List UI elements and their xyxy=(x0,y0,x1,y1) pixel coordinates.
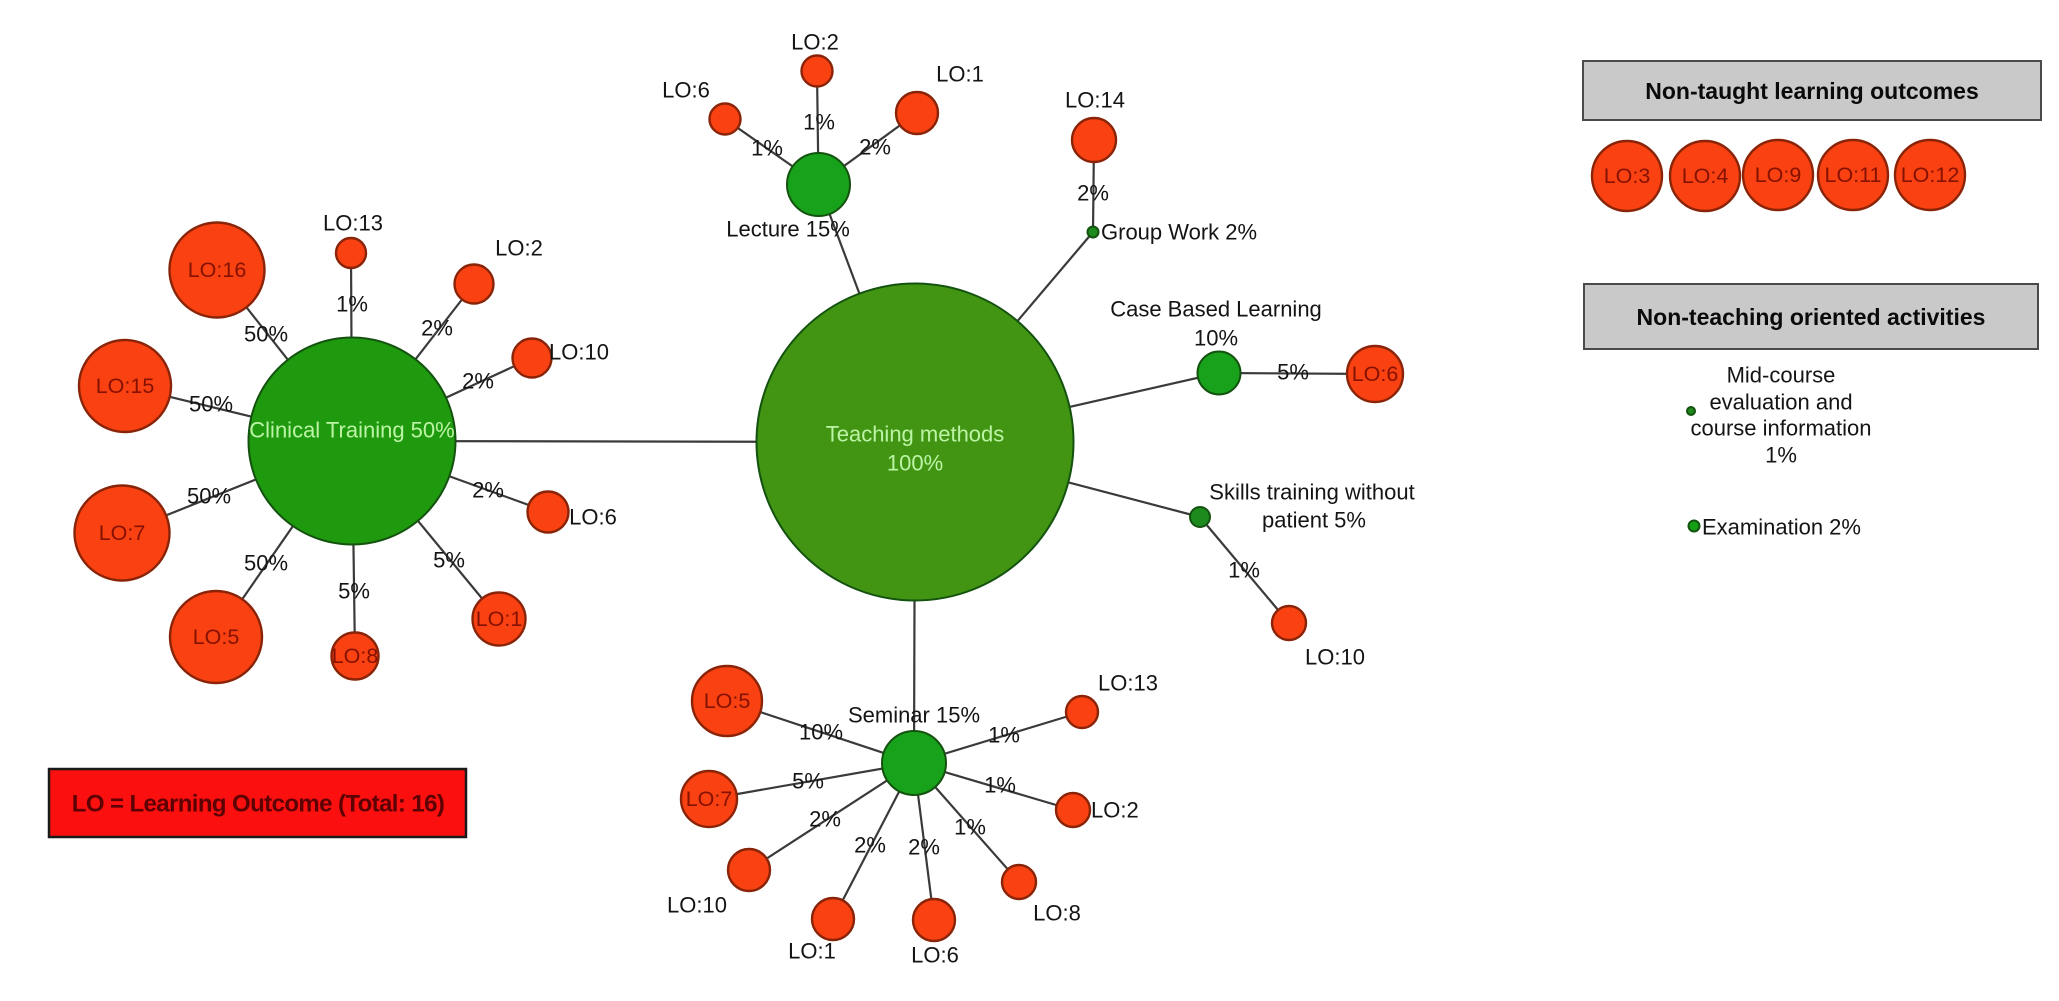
svg-text:LO:14: LO:14 xyxy=(1065,88,1125,113)
svg-text:LO:5: LO:5 xyxy=(704,689,751,713)
svg-text:2%: 2% xyxy=(421,316,453,341)
svg-text:1%: 1% xyxy=(1765,443,1797,468)
svg-text:2%: 2% xyxy=(472,478,504,503)
svg-text:LO:9: LO:9 xyxy=(1755,163,1802,187)
svg-text:LO:2: LO:2 xyxy=(791,30,839,55)
svg-text:2%: 2% xyxy=(809,807,841,832)
svg-text:LO = Learning Outcome (Total:: LO = Learning Outcome (Total: 16) xyxy=(72,791,444,818)
svg-text:LO:10: LO:10 xyxy=(1305,645,1365,670)
svg-text:LO:7: LO:7 xyxy=(99,521,146,545)
svg-text:50%: 50% xyxy=(244,551,288,576)
svg-text:evaluation and: evaluation and xyxy=(1709,390,1852,415)
svg-text:LO:6: LO:6 xyxy=(911,943,959,968)
svg-text:LO:10: LO:10 xyxy=(549,340,609,365)
svg-text:LO:6: LO:6 xyxy=(1352,362,1399,386)
svg-text:5%: 5% xyxy=(1277,360,1309,385)
svg-text:LO:16: LO:16 xyxy=(188,258,247,282)
svg-text:1%: 1% xyxy=(751,136,783,161)
svg-text:1%: 1% xyxy=(1228,558,1260,583)
svg-text:LO:7: LO:7 xyxy=(686,787,733,811)
svg-text:50%: 50% xyxy=(244,322,288,347)
svg-text:2%: 2% xyxy=(859,135,891,160)
svg-text:LO:13: LO:13 xyxy=(323,211,383,236)
svg-text:2%: 2% xyxy=(854,833,886,858)
svg-text:1%: 1% xyxy=(803,110,835,135)
svg-text:50%: 50% xyxy=(189,392,233,417)
svg-text:Clinical Training 50%: Clinical Training 50% xyxy=(249,418,454,443)
svg-text:10%: 10% xyxy=(799,720,843,745)
svg-text:5%: 5% xyxy=(338,579,370,604)
svg-text:100%: 100% xyxy=(887,451,943,476)
svg-text:LO:4: LO:4 xyxy=(1682,164,1729,188)
svg-text:2%: 2% xyxy=(908,835,940,860)
svg-text:LO:2: LO:2 xyxy=(1091,798,1139,823)
svg-text:2%: 2% xyxy=(1077,181,1109,206)
svg-text:LO:3: LO:3 xyxy=(1604,164,1651,188)
svg-text:Group Work 2%: Group Work 2% xyxy=(1101,220,1257,245)
svg-text:Teaching methods: Teaching methods xyxy=(826,422,1005,447)
svg-text:LO:6: LO:6 xyxy=(569,505,617,530)
svg-text:Examination 2%: Examination 2% xyxy=(1702,515,1861,540)
svg-text:LO:8: LO:8 xyxy=(1033,901,1081,926)
svg-text:LO:12: LO:12 xyxy=(1901,163,1960,187)
svg-text:10%: 10% xyxy=(1194,326,1238,351)
svg-text:Lecture 15%: Lecture 15% xyxy=(726,217,850,242)
svg-text:5%: 5% xyxy=(433,548,465,573)
svg-text:Mid-course: Mid-course xyxy=(1727,363,1836,388)
svg-text:2%: 2% xyxy=(462,369,494,394)
svg-text:1%: 1% xyxy=(336,292,368,317)
svg-text:patient 5%: patient 5% xyxy=(1262,508,1366,533)
svg-text:1%: 1% xyxy=(988,723,1020,748)
svg-text:50%: 50% xyxy=(187,484,231,509)
svg-text:LO:1: LO:1 xyxy=(788,939,836,964)
svg-text:Non-teaching oriented activiti: Non-teaching oriented activities xyxy=(1637,304,1986,330)
svg-text:LO:1: LO:1 xyxy=(936,62,984,87)
svg-text:5%: 5% xyxy=(792,769,824,794)
svg-text:course information: course information xyxy=(1691,416,1872,441)
svg-text:LO:1: LO:1 xyxy=(476,607,523,631)
svg-text:LO:11: LO:11 xyxy=(1825,163,1882,187)
svg-text:Skills training without: Skills training without xyxy=(1209,480,1414,505)
svg-text:Non-taught learning outcomes: Non-taught learning outcomes xyxy=(1645,78,1979,104)
svg-text:1%: 1% xyxy=(954,815,986,840)
svg-text:LO:13: LO:13 xyxy=(1098,671,1158,696)
svg-text:LO:6: LO:6 xyxy=(662,78,710,103)
svg-text:LO:15: LO:15 xyxy=(96,374,155,398)
svg-text:LO:8: LO:8 xyxy=(332,644,379,668)
svg-text:LO:2: LO:2 xyxy=(495,236,543,261)
svg-text:LO:10: LO:10 xyxy=(667,893,727,918)
svg-text:1%: 1% xyxy=(984,773,1016,798)
svg-text:Seminar 15%: Seminar 15% xyxy=(848,703,980,728)
svg-text:LO:5: LO:5 xyxy=(193,625,240,649)
svg-text:Case Based Learning: Case Based Learning xyxy=(1110,297,1322,322)
